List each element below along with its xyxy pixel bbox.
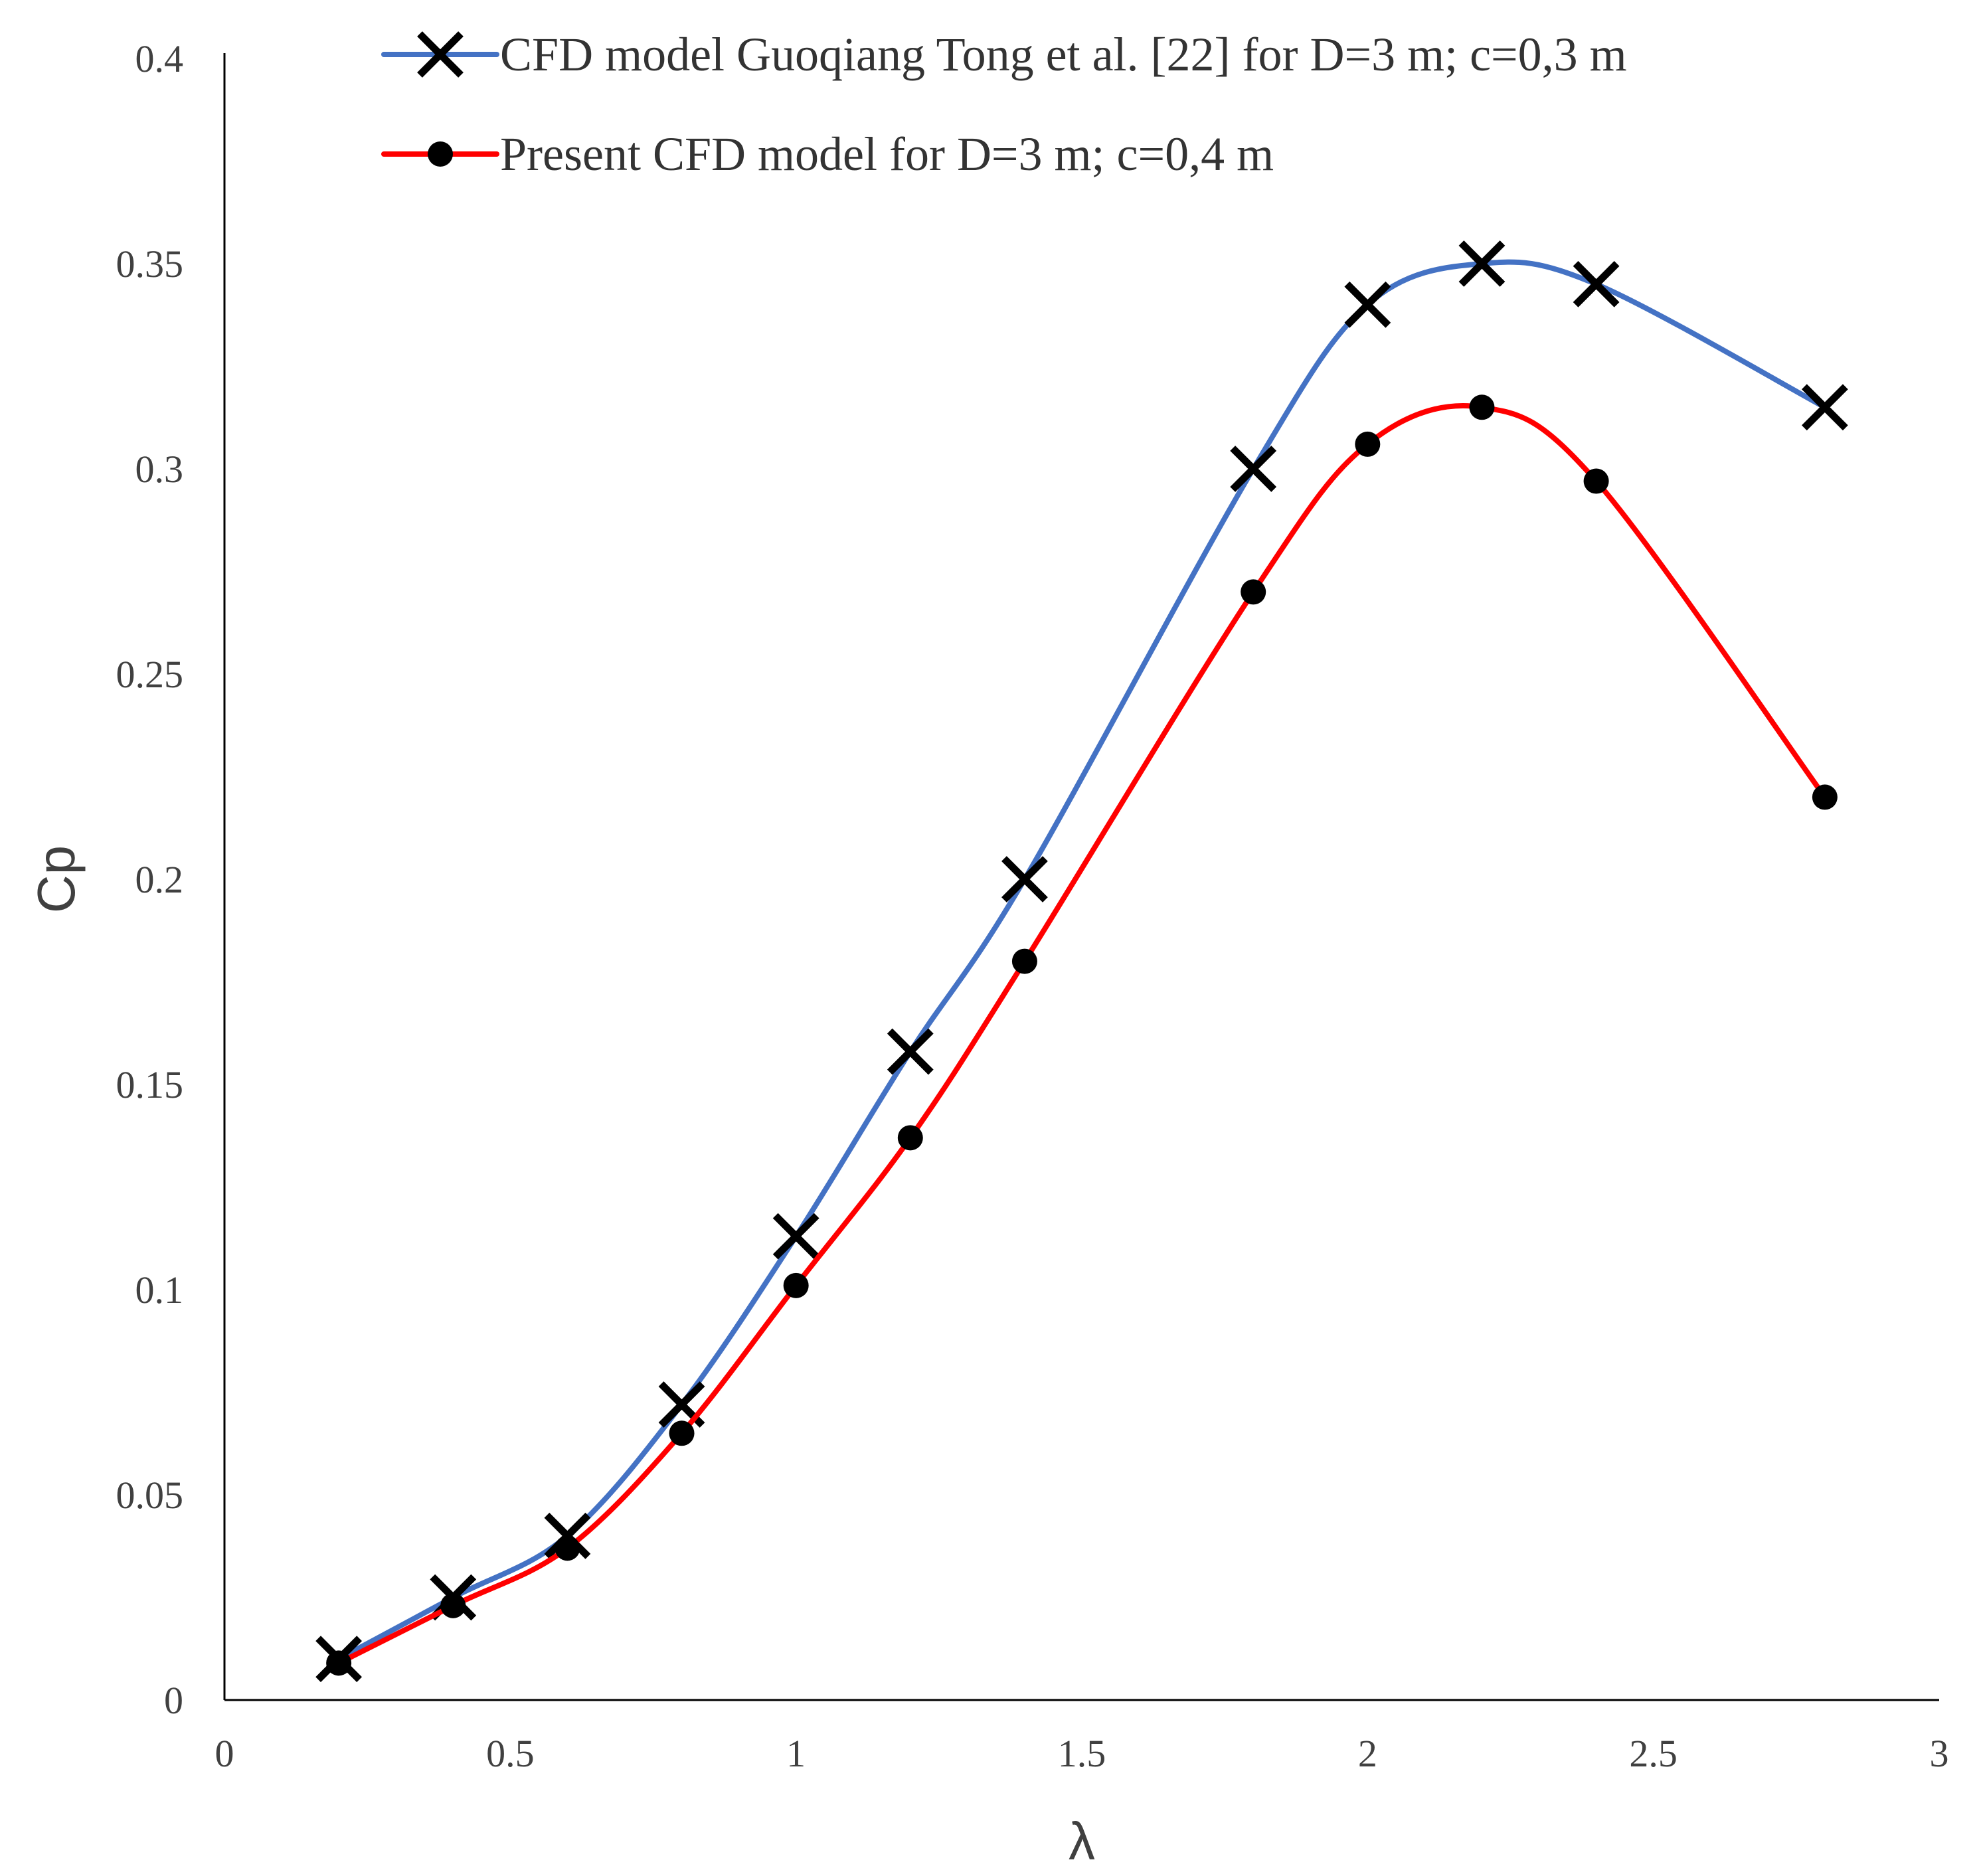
- circle-marker-point: [1583, 468, 1609, 494]
- x-marker-point: [1458, 240, 1506, 287]
- x-tick-label: 2: [1358, 1732, 1377, 1775]
- circle-marker-point: [440, 1592, 466, 1618]
- x-tick-label: 0.5: [486, 1732, 535, 1775]
- y-tick-label: 0.25: [116, 653, 184, 696]
- series-1: [315, 240, 1848, 1683]
- circle-marker-point: [783, 1272, 809, 1298]
- circle-marker-point: [326, 1650, 352, 1676]
- x-tick-label: 2.5: [1629, 1732, 1678, 1775]
- circle-marker-point: [1469, 394, 1495, 420]
- x-marker-point: [887, 1028, 934, 1075]
- x-marker-point: [1001, 856, 1048, 902]
- x-tick-label: 0: [215, 1732, 234, 1775]
- y-tick-label: 0.4: [135, 37, 184, 80]
- circle-marker-point: [669, 1420, 695, 1446]
- x-marker-point: [1573, 261, 1620, 307]
- legend: CFD model Guoqiang Tong et al. [22] for …: [381, 28, 1627, 181]
- x-marker-point: [772, 1213, 819, 1260]
- circle-marker-point: [1812, 784, 1838, 810]
- axes: 0 0.5 1 1.5 2 2.5 3 0 0.05 0.1 0.15 0.2 0.25 0.3 0.35 0…: [27, 37, 1949, 1871]
- circle-marker-point: [1011, 948, 1037, 974]
- legend-circle-marker: [428, 141, 453, 167]
- legend-item-2: Present CFD model for D=3 m; c=0,4 m: [381, 128, 1274, 181]
- series-layer: [315, 240, 1848, 1683]
- circle-marker-point: [1355, 431, 1381, 457]
- y-tick-label: 0.05: [116, 1474, 184, 1517]
- x-marker-point: [1230, 446, 1277, 492]
- legend-label: CFD model Guoqiang Tong et al. [22] for …: [500, 28, 1627, 81]
- series-2: [326, 394, 1838, 1676]
- legend-label: Present CFD model for D=3 m; c=0,4 m: [500, 128, 1274, 181]
- legend-item-1: CFD model Guoqiang Tong et al. [22] for …: [381, 28, 1627, 81]
- x-marker-point: [1344, 281, 1391, 328]
- y-axis-title: Cp: [27, 845, 86, 913]
- y-tick-label: 0: [164, 1679, 183, 1722]
- x-tick-label: 1: [786, 1732, 806, 1775]
- legend-x-marker: [417, 31, 464, 78]
- circle-marker-point: [897, 1125, 923, 1151]
- x-axis-title: λ: [1069, 1812, 1095, 1871]
- x-marker-point: [1801, 384, 1848, 431]
- circle-marker-point: [1241, 579, 1266, 605]
- y-tick-label: 0.35: [116, 242, 184, 286]
- y-tick-label: 0.3: [135, 448, 184, 491]
- x-tick-label: 3: [1930, 1732, 1949, 1775]
- y-tick-label: 0.2: [135, 858, 184, 901]
- circle-marker-point: [555, 1535, 580, 1561]
- y-tick-label: 0.1: [135, 1268, 184, 1312]
- y-tick-label: 0.15: [116, 1063, 184, 1106]
- x-tick-label: 1.5: [1058, 1732, 1106, 1775]
